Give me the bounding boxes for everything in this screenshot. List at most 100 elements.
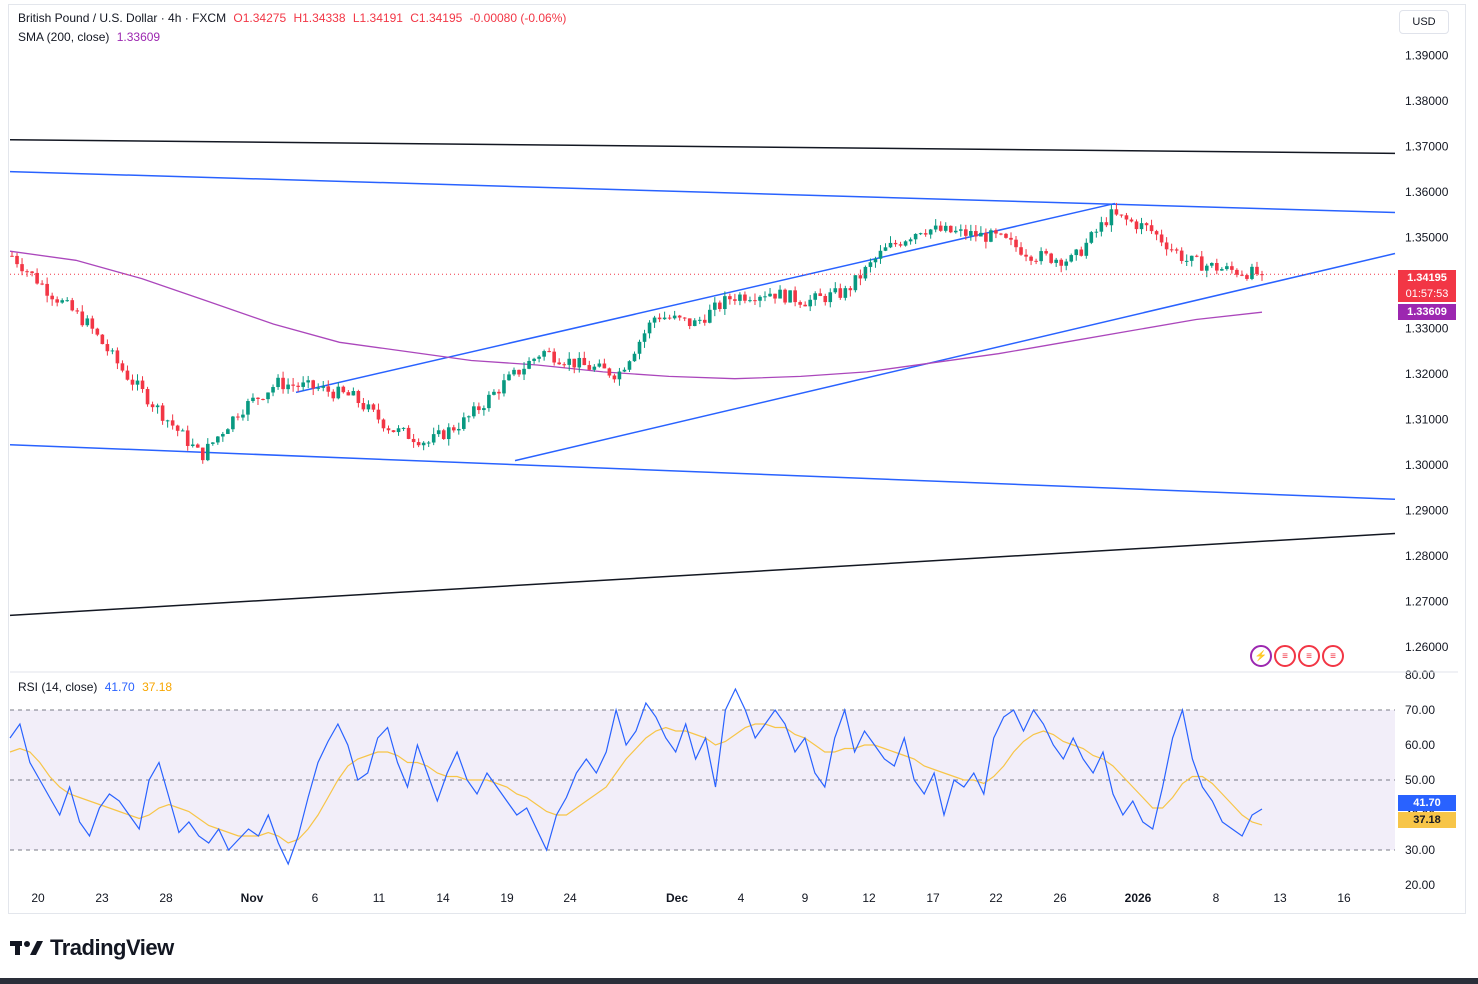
candle-body <box>597 363 602 367</box>
us-flag-icon[interactable]: ≡ <box>1298 645 1320 667</box>
candle-body <box>913 233 918 240</box>
us-flag-icon[interactable]: ≡ <box>1274 645 1296 667</box>
tradingview-logo-icon <box>10 941 43 955</box>
candle-body <box>120 363 125 371</box>
candle-body <box>472 406 476 417</box>
candle-body <box>728 296 732 300</box>
symbol-title[interactable]: British Pound / U.S. Dollar · 4h · FXCM <box>18 11 227 25</box>
rsi-axis-tick: 30.00 <box>1405 843 1435 857</box>
candle-body <box>567 358 572 365</box>
candle-body <box>336 386 341 399</box>
candle-body <box>1179 250 1184 261</box>
time-axis-tick: Dec <box>666 891 688 905</box>
candle-body <box>572 358 577 368</box>
candle-body <box>291 384 295 386</box>
candle-body <box>1149 225 1154 232</box>
rsi-axis-tick: 70.00 <box>1405 703 1435 717</box>
candle-body <box>888 242 893 248</box>
ohlc-close: C1.34195 <box>410 11 463 25</box>
currency-selector[interactable]: USD <box>1399 10 1449 34</box>
candle-body <box>60 300 65 303</box>
candle-body <box>502 380 506 394</box>
candle-body <box>45 283 49 296</box>
candle-body <box>371 404 376 410</box>
candle-body <box>1094 231 1099 233</box>
candle-body <box>195 444 200 448</box>
candle-body <box>251 397 255 402</box>
us-flag-icon[interactable]: ≡ <box>1322 645 1344 667</box>
rsi-axis-tick: 20.00 <box>1405 878 1435 892</box>
candle-body <box>642 333 647 342</box>
candle-body <box>1024 254 1028 257</box>
candle-body <box>351 391 356 396</box>
candle-body <box>185 430 190 446</box>
candle-body <box>818 293 823 296</box>
candle-body <box>768 293 772 297</box>
time-axis-tick: 9 <box>802 891 809 905</box>
candle-body <box>893 242 898 245</box>
candle-body <box>517 369 521 375</box>
candle-body <box>984 232 988 242</box>
candle-body <box>1044 251 1048 254</box>
time-axis-tick: 19 <box>500 891 514 905</box>
candle-body <box>10 255 14 257</box>
bolt-icon[interactable]: ⚡ <box>1250 645 1272 667</box>
trendline-descending-channel-lower <box>9 443 1396 501</box>
candle-body <box>999 233 1003 235</box>
candle-body <box>205 443 210 461</box>
candle-body <box>838 288 843 298</box>
candle-body <box>190 444 195 446</box>
candle-body <box>1114 209 1119 215</box>
candle-body <box>1230 266 1234 270</box>
candle-body <box>321 386 326 388</box>
candle-body <box>898 244 903 246</box>
price-axis-tick: 1.30000 <box>1405 458 1449 472</box>
candle-body <box>743 294 747 301</box>
time-axis-tick: 26 <box>1053 891 1067 905</box>
candle-body <box>1189 255 1194 261</box>
candle-body <box>1144 223 1149 226</box>
candle-body <box>306 380 310 383</box>
candle-body <box>80 311 85 326</box>
candle-body <box>361 403 366 410</box>
candle-body <box>406 427 411 439</box>
candle-body <box>421 442 426 446</box>
candle-body <box>1069 255 1074 262</box>
candle-body <box>492 391 496 395</box>
time-axis-tick: 28 <box>159 891 173 905</box>
candle-body <box>763 296 767 298</box>
candle-body <box>617 371 622 380</box>
rsi-axis-tick: 60.00 <box>1405 738 1435 752</box>
price-axis-tick: 1.32000 <box>1405 367 1449 381</box>
time-axis-tick: 12 <box>862 891 876 905</box>
candle-body <box>979 232 983 237</box>
candle-body <box>933 225 938 230</box>
candle-body <box>221 433 225 437</box>
candle-body <box>50 295 54 300</box>
candle-body <box>1109 209 1114 226</box>
candle-body <box>467 416 471 418</box>
candle-body <box>40 283 44 285</box>
candle-body <box>1164 242 1169 250</box>
candle-body <box>873 258 878 263</box>
price-axis-tick: 1.33000 <box>1405 322 1449 336</box>
sma-legend[interactable]: SMA (200, close) 1.33609 <box>18 30 164 44</box>
candle-body <box>376 409 381 420</box>
candle-body <box>462 417 466 429</box>
candle-body <box>607 368 612 376</box>
rsi-legend[interactable]: RSI (14, close) 41.70 37.18 <box>18 680 176 694</box>
candle-body <box>697 319 702 321</box>
candle-body <box>416 442 421 446</box>
candle-body <box>974 231 978 237</box>
candle-body <box>918 233 923 235</box>
candle-body <box>200 447 205 461</box>
candle-body <box>170 420 175 426</box>
candle-body <box>155 405 160 408</box>
tradingview-logo-text: TradingView <box>50 935 174 960</box>
tradingview-logo[interactable]: TradingView <box>10 935 174 961</box>
candle-body <box>677 315 682 318</box>
candle-body <box>1019 247 1023 255</box>
candle-body <box>1245 275 1249 279</box>
candle-body <box>632 353 637 362</box>
